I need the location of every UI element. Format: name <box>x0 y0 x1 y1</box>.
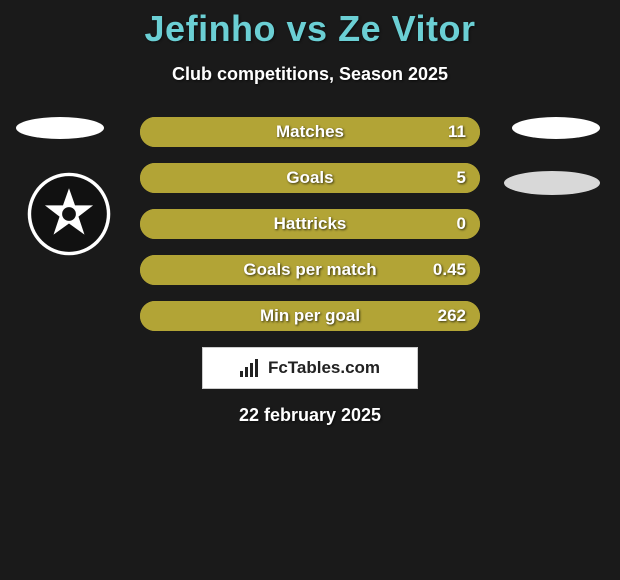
stat-row-hattricks: Hattricks 0 <box>140 209 480 239</box>
stat-row-goals: Goals 5 <box>140 163 480 193</box>
stat-value: 11 <box>448 122 466 142</box>
stat-label: Min per goal <box>260 306 360 326</box>
right-player-avatar-placeholder <box>512 117 600 139</box>
brand-text: FcTables.com <box>268 358 380 378</box>
stats-bars: Matches 11 Goals 5 Hattricks 0 Goals per… <box>140 117 480 331</box>
page-title: Jefinho vs Ze Vitor <box>0 0 620 50</box>
stat-label: Matches <box>276 122 344 142</box>
stat-value: 262 <box>438 306 466 326</box>
stat-value: 0 <box>457 214 466 234</box>
stat-value: 5 <box>457 168 466 188</box>
right-club-badge-placeholder <box>504 171 600 195</box>
stat-label: Goals <box>286 168 333 188</box>
date-label: 22 february 2025 <box>0 405 620 426</box>
stat-label: Goals per match <box>243 260 376 280</box>
brand-badge[interactable]: FcTables.com <box>202 347 418 389</box>
bar-chart-icon <box>240 359 262 377</box>
club-crest-icon <box>26 171 112 257</box>
stat-row-goals-per-match: Goals per match 0.45 <box>140 255 480 285</box>
left-player-avatar-placeholder <box>16 117 104 139</box>
stat-row-matches: Matches 11 <box>140 117 480 147</box>
subtitle: Club competitions, Season 2025 <box>0 64 620 85</box>
stat-row-min-per-goal: Min per goal 262 <box>140 301 480 331</box>
comparison-panel: Matches 11 Goals 5 Hattricks 0 Goals per… <box>0 117 620 426</box>
stat-label: Hattricks <box>274 214 347 234</box>
stat-value: 0.45 <box>433 260 466 280</box>
